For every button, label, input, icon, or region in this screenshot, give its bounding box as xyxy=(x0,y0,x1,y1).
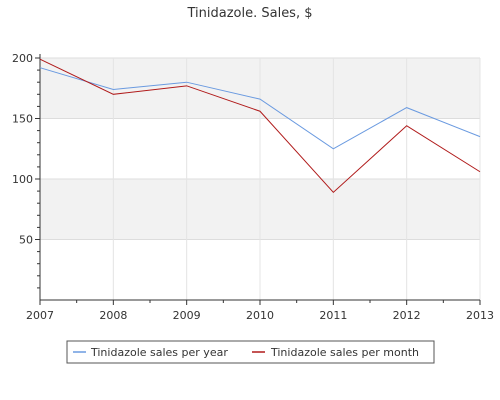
x-tick-labels: 2007 2008 2009 2010 2011 2012 2013 xyxy=(26,309,494,322)
y-tick-label: 100 xyxy=(12,173,33,186)
legend-box xyxy=(66,340,435,364)
x-tick-label: 2009 xyxy=(173,309,201,322)
legend-label-per-month: Tinidazole sales per month xyxy=(270,346,419,359)
x-tick-label: 2007 xyxy=(26,309,54,322)
legend-label-per-year: Tinidazole sales per year xyxy=(90,346,228,359)
y-tick-label: 150 xyxy=(12,113,33,126)
y-tick-labels: 50 100 150 200 xyxy=(12,52,33,247)
x-tick-label: 2013 xyxy=(466,309,494,322)
x-tick-label: 2010 xyxy=(246,309,274,322)
x-tick-label: 2012 xyxy=(393,309,421,322)
y-tick-label: 50 xyxy=(19,234,33,247)
chart-title: Tinidazole. Sales, $ xyxy=(186,6,312,21)
series-line-per-month xyxy=(39,58,481,194)
y-tick-label: 200 xyxy=(12,52,33,65)
series-line-per-year xyxy=(39,67,481,150)
legend: Tinidazole sales per year Tinidazole sal… xyxy=(66,340,435,364)
x-tick-label: 2008 xyxy=(99,309,127,322)
x-tick-label: 2011 xyxy=(319,309,347,322)
axes xyxy=(35,54,481,305)
series-lines xyxy=(39,58,481,194)
